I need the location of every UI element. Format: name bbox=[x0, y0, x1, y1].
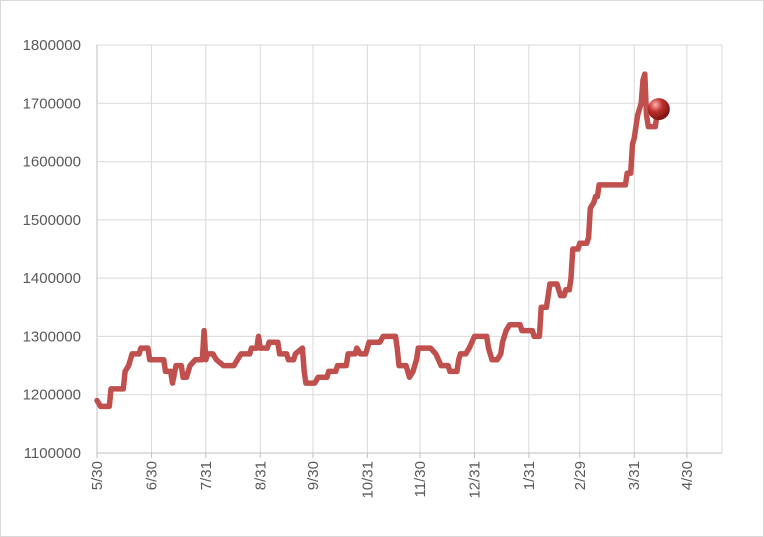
y-tick-label: 1100000 bbox=[24, 445, 81, 462]
x-tick-label: 10/31 bbox=[359, 461, 376, 499]
series-layer bbox=[94, 71, 670, 410]
x-tick-label: 3/31 bbox=[626, 461, 643, 490]
x-tick-label: 11/30 bbox=[412, 461, 429, 497]
y-tick-label: 1200000 bbox=[23, 387, 81, 404]
y-tick-label: 1600000 bbox=[23, 154, 81, 171]
x-tick-label: 1/31 bbox=[521, 461, 538, 490]
series-line bbox=[94, 71, 662, 410]
y-tick-label: 1400000 bbox=[23, 270, 81, 287]
axes bbox=[96, 45, 722, 458]
y-tick-label: 1300000 bbox=[23, 328, 81, 345]
x-tick-label: 4/30 bbox=[679, 461, 696, 490]
x-axis-tick-labels: 5/30 6/30 7/31 8/31 9/30 10/31 11/30 12/31 1/31 2… bbox=[89, 461, 696, 499]
x-tick-label: 9/30 bbox=[305, 461, 322, 490]
x-tick-label: 8/31 bbox=[252, 461, 269, 490]
gridlines bbox=[96, 44, 723, 453]
x-tick-label: 7/31 bbox=[198, 461, 215, 490]
x-tick-label: 6/30 bbox=[143, 461, 160, 490]
x-tick-label: 2/29 bbox=[572, 461, 589, 490]
x-tick-label: 12/31 bbox=[466, 461, 483, 499]
y-tick-label: 1500000 bbox=[23, 212, 81, 229]
y-tick-label: 1800000 bbox=[23, 37, 81, 54]
y-tick-label: 1700000 bbox=[23, 95, 81, 112]
x-tick-label: 5/30 bbox=[89, 461, 106, 490]
y-axis-tick-labels: 1100000 1200000 1300000 1400000 1500000 16000… bbox=[23, 37, 81, 462]
end-point-marker bbox=[647, 98, 670, 121]
